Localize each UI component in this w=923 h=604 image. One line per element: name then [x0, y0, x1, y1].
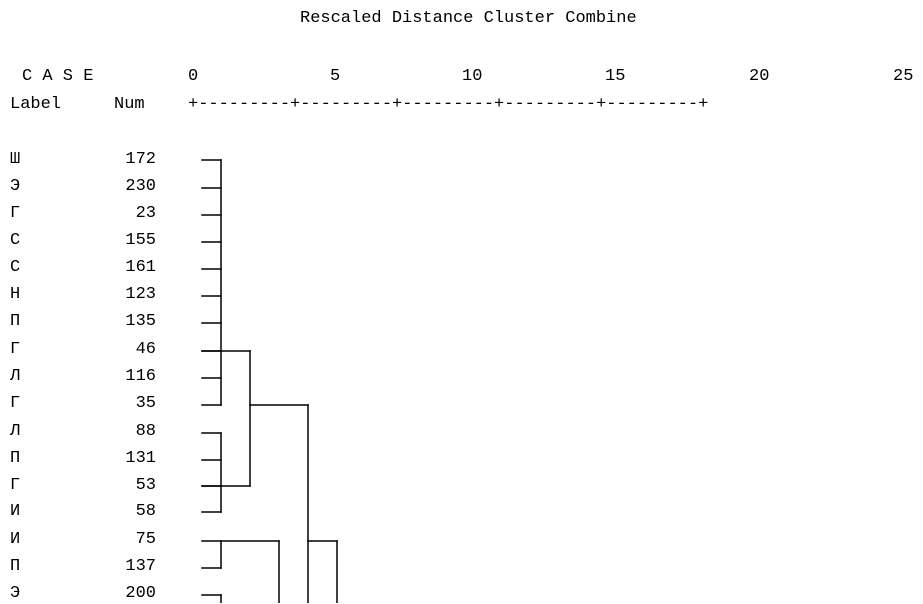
case-number: 200	[125, 584, 156, 603]
case-number: 137	[125, 557, 156, 576]
scale-tick-label: 20	[749, 67, 770, 86]
case-label: П	[10, 557, 21, 576]
case-label: Л	[10, 367, 21, 386]
case-label: С	[10, 231, 21, 250]
case-label: Л	[10, 422, 21, 441]
scale-tick-label: 5	[330, 67, 341, 86]
case-number: 53	[135, 476, 156, 495]
case-label: И	[10, 530, 21, 549]
case-number: 172	[125, 150, 156, 169]
case-label: Г	[10, 394, 21, 413]
scale-tick-label: 10	[462, 67, 483, 86]
distance-scale-line: +---------+---------+---------+---------…	[188, 95, 709, 114]
case-number: 123	[125, 285, 156, 304]
case-number: 75	[135, 530, 156, 549]
case-number: 116	[125, 367, 156, 386]
case-number: 155	[125, 231, 156, 250]
scale-tick-label: 15	[605, 67, 626, 86]
case-number: 58	[135, 502, 156, 521]
num-column-header: Num	[114, 95, 145, 114]
case-label: П	[10, 312, 21, 331]
dendrogram-title: Rescaled Distance Cluster Combine	[300, 9, 637, 28]
case-label: Н	[10, 285, 21, 304]
case-number: 35	[135, 394, 156, 413]
case-label: Г	[10, 204, 21, 223]
scale-tick-label: 0	[188, 67, 199, 86]
case-label: Э	[10, 584, 21, 603]
scale-tick-label: 25	[893, 67, 914, 86]
case-label: Г	[10, 476, 21, 495]
case-label: Э	[10, 177, 21, 196]
case-number: 23	[135, 204, 156, 223]
case-label: П	[10, 449, 21, 468]
case-label: С	[10, 258, 21, 277]
case-label: Г	[10, 340, 21, 359]
case-number: 135	[125, 312, 156, 331]
case-number: 161	[125, 258, 156, 277]
case-number: 46	[135, 340, 156, 359]
label-column-header: Label	[10, 95, 62, 114]
case-label: И	[10, 502, 21, 521]
case-number: 230	[125, 177, 156, 196]
case-number: 131	[125, 449, 156, 468]
case-header: C A S E	[22, 67, 94, 86]
case-label: Ш	[10, 150, 21, 169]
case-number: 88	[135, 422, 156, 441]
